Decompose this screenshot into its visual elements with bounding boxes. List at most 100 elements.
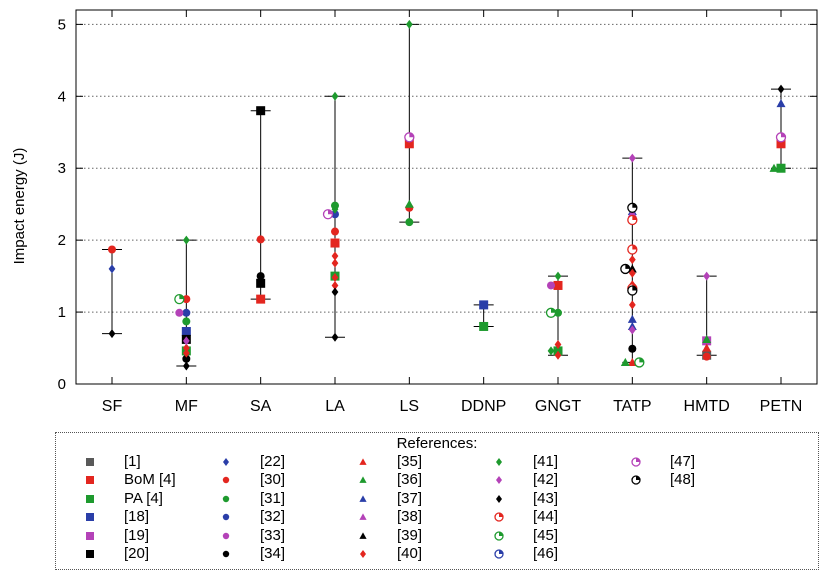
legend-entry: [1] bbox=[80, 453, 210, 471]
legend-title: References: bbox=[396, 435, 478, 452]
data-point bbox=[628, 325, 636, 335]
legend-marker-square bbox=[86, 476, 94, 485]
legend-label: [33] bbox=[260, 526, 286, 544]
legend-marker-diamond bbox=[223, 458, 229, 466]
legend-marker bbox=[86, 513, 94, 522]
data-point bbox=[405, 19, 413, 29]
data-point bbox=[627, 214, 638, 226]
x-tick-label-ddnp: DDNP bbox=[461, 398, 506, 415]
legend-marker bbox=[222, 550, 230, 558]
data-point bbox=[331, 280, 339, 290]
data-point bbox=[182, 361, 190, 371]
data-point bbox=[404, 139, 414, 149]
legend-marker-half-circle bbox=[631, 475, 641, 486]
legend-entry: [18] bbox=[80, 508, 210, 526]
data-point bbox=[627, 209, 637, 218]
legend-entry: [37] bbox=[353, 490, 483, 508]
data-point bbox=[554, 271, 562, 281]
legend-marker bbox=[631, 457, 641, 467]
data-point bbox=[182, 308, 191, 317]
data-point bbox=[776, 163, 786, 173]
legend-entry: [39] bbox=[353, 527, 483, 545]
data-points bbox=[108, 19, 787, 371]
data-point bbox=[182, 343, 190, 353]
data-point bbox=[628, 268, 636, 278]
legend-marker bbox=[222, 477, 230, 484]
data-point bbox=[404, 199, 414, 208]
legend-label: PA [4] bbox=[124, 489, 163, 507]
legend-label: [37] bbox=[397, 489, 423, 507]
legend-marker-square bbox=[86, 513, 94, 522]
legend-marker-half-circle bbox=[494, 512, 504, 522]
legend-marker bbox=[496, 476, 502, 485]
data-point bbox=[175, 308, 184, 317]
data-point bbox=[627, 244, 638, 255]
range-lines bbox=[102, 23, 791, 367]
data-point bbox=[627, 202, 638, 213]
data-point bbox=[174, 293, 185, 305]
legend-marker-circle bbox=[222, 495, 230, 502]
data-point bbox=[404, 132, 415, 143]
x-tick-label-sa: SA bbox=[250, 398, 272, 415]
data-point bbox=[628, 344, 637, 353]
legend-marker-square bbox=[86, 550, 94, 558]
legend-marker bbox=[222, 513, 230, 521]
data-point bbox=[182, 336, 190, 346]
data-point bbox=[256, 278, 266, 288]
legend-entry: [48] bbox=[626, 471, 756, 489]
legend-label: [32] bbox=[260, 508, 286, 526]
x-tick-label-tatp: TATP bbox=[613, 398, 652, 415]
legend-entry: [45] bbox=[489, 527, 619, 545]
legend-marker-diamond bbox=[496, 494, 502, 503]
legend-entry: [31] bbox=[216, 490, 346, 508]
data-point bbox=[256, 235, 265, 244]
legend-label: [39] bbox=[397, 526, 423, 544]
legend-label: [46] bbox=[533, 545, 559, 562]
x-tick-label-mf: MF bbox=[175, 398, 198, 415]
data-point bbox=[554, 308, 562, 317]
data-point bbox=[108, 245, 116, 254]
legend-marker-circle bbox=[222, 550, 230, 558]
data-point bbox=[331, 332, 339, 342]
gridlines bbox=[76, 23, 817, 313]
data-point bbox=[405, 218, 414, 227]
data-point bbox=[553, 280, 563, 290]
legend-entry: [19] bbox=[80, 527, 210, 545]
legend-marker bbox=[359, 531, 367, 539]
data-point bbox=[479, 321, 489, 331]
data-point bbox=[331, 273, 339, 283]
legend-entry: [34] bbox=[216, 545, 346, 563]
legend-label: [1] bbox=[124, 453, 141, 470]
legend-marker-diamond bbox=[360, 550, 366, 558]
data-point bbox=[331, 287, 339, 297]
legend-entry: [40] bbox=[353, 545, 483, 563]
data-point bbox=[108, 329, 116, 339]
legend-entry: [46] bbox=[489, 545, 619, 563]
data-point bbox=[634, 357, 645, 368]
legend-entry: [22] bbox=[216, 453, 346, 471]
data-point bbox=[775, 132, 787, 143]
axes: 0 1 2 3 4 5 SF MF SA LA LS DDNP GNGT TATP HMTD PETN bbox=[58, 9, 818, 415]
data-point bbox=[108, 264, 116, 274]
legend-marker-half-circle bbox=[494, 549, 504, 559]
y-tick-label: 4 bbox=[58, 88, 66, 105]
legend-label: [36] bbox=[397, 471, 423, 489]
legend: References: [1] BoM [4] PA [4] [18] [19] [20]… bbox=[55, 432, 819, 570]
data-point bbox=[777, 84, 785, 94]
legend-marker bbox=[86, 494, 94, 503]
legend-entry: [30] bbox=[216, 471, 346, 489]
data-point bbox=[182, 317, 191, 326]
legend-entry: [38] bbox=[353, 508, 483, 526]
legend-marker-triangle bbox=[359, 495, 367, 502]
data-point bbox=[182, 235, 190, 245]
legend-marker-diamond bbox=[496, 476, 502, 485]
data-point bbox=[547, 346, 555, 356]
legend-marker-half-circle bbox=[631, 457, 641, 467]
legend-entry: [32] bbox=[216, 508, 346, 526]
data-point bbox=[331, 227, 339, 236]
data-point bbox=[331, 204, 339, 214]
legend-label: [43] bbox=[533, 489, 559, 507]
y-axis-label: Impact energy (J) bbox=[11, 148, 28, 265]
data-point bbox=[554, 339, 562, 349]
legend-entry: [44] bbox=[489, 508, 619, 526]
